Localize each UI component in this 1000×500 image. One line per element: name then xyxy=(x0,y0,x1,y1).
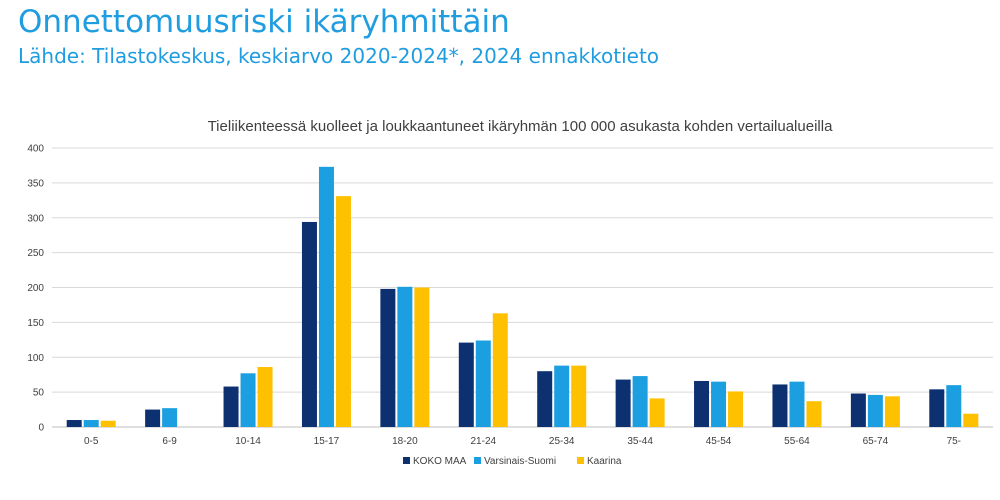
legend-label: KOKO MAA xyxy=(413,456,467,467)
bar-21-24-varsinais-suomi xyxy=(475,340,491,427)
bar-25-34-varsinais-suomi xyxy=(554,365,570,427)
y-axis-ticks: 0 50 100 150 200 250 300 350 400 xyxy=(27,144,44,434)
bar-0-5-varsinais-suomi xyxy=(83,420,99,427)
y-tick-label: 50 xyxy=(33,388,45,399)
legend-swatch xyxy=(403,457,410,464)
legend-swatch xyxy=(474,457,481,464)
x-tick-label: 35-44 xyxy=(627,436,653,447)
bar-55-64-varsinais-suomi xyxy=(789,381,805,427)
bar-10-14-varsinais-suomi xyxy=(240,373,256,427)
bar-0-5-kaarina xyxy=(100,420,116,427)
y-tick-label: 250 xyxy=(27,248,44,259)
bar-25-34-kaarina xyxy=(571,365,587,427)
x-tick-label: 75- xyxy=(947,436,961,447)
bar-45-54-varsinais-suomi xyxy=(711,381,727,427)
legend-label: Kaarina xyxy=(587,456,622,467)
x-tick-label: 21-24 xyxy=(471,436,497,447)
bar-10-14-koko-maa xyxy=(223,386,239,427)
bar-6-9-koko-maa xyxy=(145,409,161,427)
bar-6-9-varsinais-suomi xyxy=(162,408,178,427)
bar-75--varsinais-suomi xyxy=(946,385,962,427)
x-tick-label: 25-34 xyxy=(549,436,575,447)
bar-21-24-koko-maa xyxy=(458,342,474,427)
y-tick-label: 100 xyxy=(27,353,44,364)
x-tick-label: 0-5 xyxy=(84,436,99,447)
x-tick-label: 15-17 xyxy=(314,436,340,447)
bar-35-44-koko-maa xyxy=(615,379,631,427)
bar-45-54-kaarina xyxy=(728,391,744,427)
page-title: Onnettomuusriski ikäryhmittäin xyxy=(18,4,510,40)
bar-21-24-kaarina xyxy=(492,313,508,427)
bar-18-20-varsinais-suomi xyxy=(397,286,413,427)
x-tick-label: 45-54 xyxy=(706,436,732,447)
legend-swatch xyxy=(577,457,584,464)
x-tick-label: 10-14 xyxy=(235,436,261,447)
bar-45-54-koko-maa xyxy=(694,380,710,427)
y-tick-label: 400 xyxy=(27,144,44,155)
legend-label: Varsinais-Suomi xyxy=(484,456,556,467)
page-subtitle: Lähde: Tilastokeskus, keskiarvo 2020-202… xyxy=(18,44,660,68)
bar-10-14-kaarina xyxy=(257,367,273,427)
bar-35-44-kaarina xyxy=(649,398,665,427)
bars xyxy=(66,166,979,427)
bar-65-74-varsinais-suomi xyxy=(867,394,883,427)
bar-65-74-koko-maa xyxy=(850,393,866,427)
bar-15-17-varsinais-suomi xyxy=(318,166,334,427)
bar-0-5-koko-maa xyxy=(66,420,82,427)
y-tick-label: 300 xyxy=(27,213,44,224)
bar-75--koko-maa xyxy=(929,389,945,427)
x-tick-label: 18-20 xyxy=(392,436,418,447)
bar-18-20-koko-maa xyxy=(380,288,396,427)
x-axis-ticks: 0-5 6-9 10-14 15-17 18-20 21-24 25-34 35-44 45-5… xyxy=(84,436,961,447)
y-tick-label: 350 xyxy=(27,178,44,189)
chart-title: Tieliikenteessä kuolleet ja loukkaantune… xyxy=(208,118,833,135)
bar-65-74-kaarina xyxy=(884,396,900,427)
x-tick-label: 6-9 xyxy=(162,436,177,447)
bar-15-17-kaarina xyxy=(335,196,351,427)
y-tick-label: 0 xyxy=(38,423,44,434)
y-tick-label: 150 xyxy=(27,318,44,329)
bar-15-17-koko-maa xyxy=(301,221,317,427)
y-tick-label: 200 xyxy=(27,283,44,294)
bar-18-20-kaarina xyxy=(414,287,430,427)
bar-55-64-koko-maa xyxy=(772,384,788,427)
bar-75--kaarina xyxy=(963,413,979,427)
x-tick-label: 65-74 xyxy=(863,436,889,447)
bar-35-44-varsinais-suomi xyxy=(632,376,648,427)
bar-55-64-kaarina xyxy=(806,401,822,427)
bar-25-34-koko-maa xyxy=(537,371,553,427)
gridlines xyxy=(52,147,993,428)
x-tick-label: 55-64 xyxy=(784,436,810,447)
legend: KOKO MAA Varsinais-Suomi Kaarina xyxy=(403,456,622,467)
